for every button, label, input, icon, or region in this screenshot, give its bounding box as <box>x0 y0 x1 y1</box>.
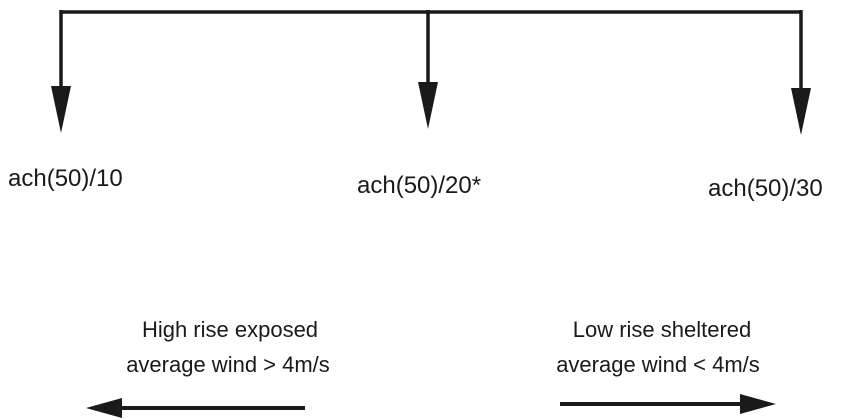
branch-label-right: ach(50)/30 <box>708 175 823 202</box>
left-arrow <box>86 398 305 418</box>
down-arrow-center-head <box>418 82 438 129</box>
branch-label-center: ach(50)/20* <box>357 172 481 199</box>
left-arrow-head <box>86 398 122 418</box>
exposed-caption-line2: average wind > 4m/s <box>126 352 330 377</box>
down-arrow-right-head <box>791 88 811 135</box>
down-arrow-center <box>418 10 438 129</box>
exposed-caption-line1: High rise exposed <box>142 317 318 342</box>
down-arrow-right <box>791 10 811 135</box>
down-arrow-left-head <box>51 86 71 133</box>
right-arrow <box>560 394 776 414</box>
branch-label-left: ach(50)/10 <box>8 165 123 192</box>
down-arrow-left <box>51 10 71 133</box>
sheltered-caption-line2: average wind < 4m/s <box>556 352 760 377</box>
right-arrow-head <box>740 394 776 414</box>
sheltered-caption-line1: Low rise sheltered <box>573 317 752 342</box>
